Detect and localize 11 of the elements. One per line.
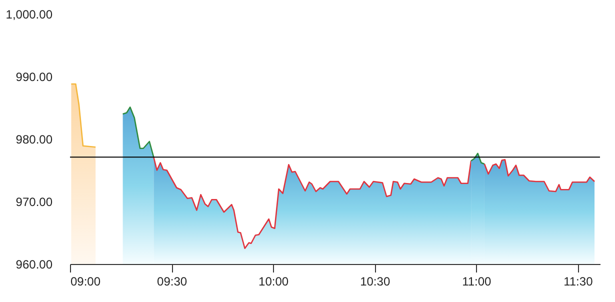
- x-tick-label: 10:00: [258, 274, 289, 288]
- x-tick-label: 09:00: [70, 274, 101, 288]
- y-tick-label: 990.00: [16, 70, 53, 84]
- y-tick-label: 1,000.00: [6, 8, 53, 22]
- y-tick-label: 980.00: [16, 132, 53, 146]
- y-tick-label: 970.00: [16, 195, 53, 209]
- x-tick-label: 10:30: [360, 274, 390, 288]
- x-tick-label: 11:30: [564, 274, 594, 288]
- y-tick-label: 960.00: [16, 258, 53, 272]
- x-tick-label: 11:00: [462, 274, 492, 288]
- x-tick-label: 09:30: [157, 274, 188, 288]
